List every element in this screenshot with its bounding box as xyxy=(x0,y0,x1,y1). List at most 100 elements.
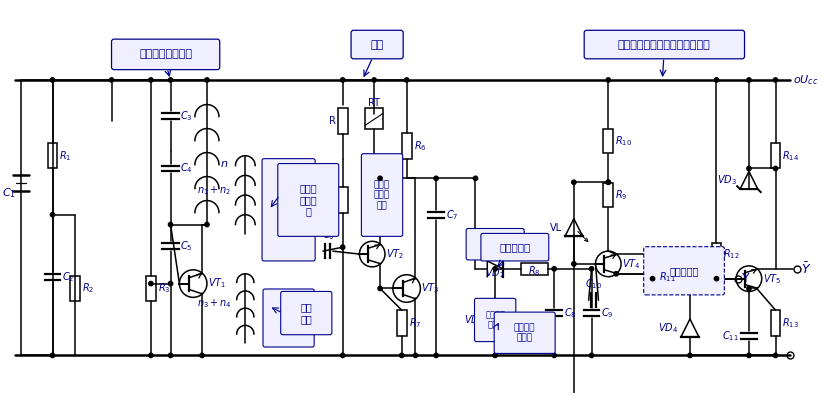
Circle shape xyxy=(606,180,611,185)
Circle shape xyxy=(169,223,173,227)
Circle shape xyxy=(149,78,153,82)
Circle shape xyxy=(714,276,718,281)
Text: $C_{11}$: $C_{11}$ xyxy=(723,329,739,343)
Text: $VD_3$: $VD_3$ xyxy=(718,173,737,187)
Text: $VT_4$: $VT_4$ xyxy=(622,257,640,271)
Bar xyxy=(70,276,80,301)
Bar xyxy=(397,310,407,336)
Text: $VD_1$: $VD_1$ xyxy=(464,313,483,327)
Circle shape xyxy=(149,282,153,286)
Text: $C_2$: $C_2$ xyxy=(62,270,75,284)
Circle shape xyxy=(205,78,209,82)
FancyBboxPatch shape xyxy=(112,39,219,70)
Text: $VD_2$: $VD_2$ xyxy=(485,266,505,280)
FancyBboxPatch shape xyxy=(584,30,745,59)
Bar xyxy=(48,143,58,168)
Circle shape xyxy=(774,353,778,358)
Text: 放大: 放大 xyxy=(371,40,384,50)
Bar xyxy=(402,133,412,159)
Text: $VT_5$: $VT_5$ xyxy=(763,272,781,286)
Text: $C_9$: $C_9$ xyxy=(602,306,614,320)
Text: $VD_4$: $VD_4$ xyxy=(658,321,678,335)
Circle shape xyxy=(571,262,576,266)
Text: $VT_2$: $VT_2$ xyxy=(386,247,404,261)
Circle shape xyxy=(169,353,173,358)
Text: VL: VL xyxy=(550,223,562,232)
Text: $R_1$: $R_1$ xyxy=(59,149,72,163)
Circle shape xyxy=(149,353,153,358)
FancyBboxPatch shape xyxy=(281,291,332,335)
FancyBboxPatch shape xyxy=(362,154,403,236)
Text: $R_8$: $R_8$ xyxy=(529,264,541,278)
FancyBboxPatch shape xyxy=(644,247,724,295)
Text: 差动变
压器铁
芯: 差动变 压器铁 芯 xyxy=(299,183,317,217)
Circle shape xyxy=(571,180,576,185)
Circle shape xyxy=(714,78,718,82)
Text: $C_{10}$: $C_{10}$ xyxy=(585,278,602,291)
Circle shape xyxy=(109,78,113,82)
FancyBboxPatch shape xyxy=(494,312,555,353)
Text: $n_1+n_2$: $n_1+n_2$ xyxy=(197,184,232,196)
Circle shape xyxy=(434,353,438,358)
Circle shape xyxy=(205,223,209,227)
Text: n: n xyxy=(221,158,228,169)
Text: 稳压二极
管稳压: 稳压二极 管稳压 xyxy=(485,310,506,330)
Circle shape xyxy=(473,176,478,181)
Circle shape xyxy=(340,78,345,82)
Circle shape xyxy=(747,353,751,358)
Bar xyxy=(146,276,156,301)
FancyBboxPatch shape xyxy=(466,228,524,260)
Circle shape xyxy=(552,353,556,358)
FancyBboxPatch shape xyxy=(278,164,339,236)
Text: $oU_{cc}$: $oU_{cc}$ xyxy=(793,73,819,87)
Text: $R_{13}$: $R_{13}$ xyxy=(783,316,799,330)
Circle shape xyxy=(378,176,382,181)
Text: $R_{14}$: $R_{14}$ xyxy=(783,149,800,163)
Text: 固定
反馈: 固定 反馈 xyxy=(300,302,312,324)
Circle shape xyxy=(434,176,438,181)
FancyBboxPatch shape xyxy=(263,289,314,347)
Circle shape xyxy=(589,353,593,358)
Circle shape xyxy=(650,276,654,281)
FancyBboxPatch shape xyxy=(481,233,549,261)
Circle shape xyxy=(589,267,593,271)
Circle shape xyxy=(50,78,55,82)
Text: $C_8$: $C_8$ xyxy=(564,306,577,320)
Text: 检波二极管: 检波二极管 xyxy=(499,242,530,252)
Text: $R_2$: $R_2$ xyxy=(82,282,95,295)
Text: $R_{11}$: $R_{11}$ xyxy=(659,270,677,284)
Text: $C_5$: $C_5$ xyxy=(180,239,193,253)
Circle shape xyxy=(552,267,556,271)
Circle shape xyxy=(378,286,382,291)
Text: 温度补
偿热敏
电阻: 温度补 偿热敏 电阻 xyxy=(374,180,390,210)
Bar xyxy=(648,266,658,287)
Bar xyxy=(603,129,613,153)
Circle shape xyxy=(774,166,778,171)
Text: $n_3+n_4$: $n_3+n_4$ xyxy=(196,297,232,310)
Text: $C_4$: $C_4$ xyxy=(180,162,193,175)
Bar xyxy=(365,107,383,129)
Circle shape xyxy=(169,78,173,82)
Circle shape xyxy=(372,78,376,82)
Text: $R_6$: $R_6$ xyxy=(413,139,426,153)
Bar xyxy=(603,183,613,208)
Text: $R_3$: $R_3$ xyxy=(158,282,170,295)
Text: 检波二极管: 检波二极管 xyxy=(481,239,510,249)
Text: 固定
反馈: 固定 反馈 xyxy=(283,307,294,329)
Circle shape xyxy=(747,286,751,291)
Circle shape xyxy=(404,78,409,82)
Bar xyxy=(521,263,548,275)
Text: Y: Y xyxy=(742,272,750,285)
Circle shape xyxy=(50,213,55,217)
Circle shape xyxy=(688,353,692,358)
Text: 正反馈电阻: 正反馈电阻 xyxy=(669,266,699,276)
Text: $R_7$: $R_7$ xyxy=(409,316,421,330)
Text: $C_6$: $C_6$ xyxy=(321,228,335,242)
Circle shape xyxy=(399,353,404,358)
Text: $R_{12}$: $R_{12}$ xyxy=(723,247,740,261)
Text: 电容三点式振荡器: 电容三点式振荡器 xyxy=(139,50,192,59)
Text: 射极耦合双稳态电路（鉴幅器）: 射极耦合双稳态电路（鉴幅器） xyxy=(618,40,711,50)
Text: $C_1$: $C_1$ xyxy=(2,186,16,200)
Circle shape xyxy=(340,245,345,249)
Text: $R_5$: $R_5$ xyxy=(323,193,336,207)
